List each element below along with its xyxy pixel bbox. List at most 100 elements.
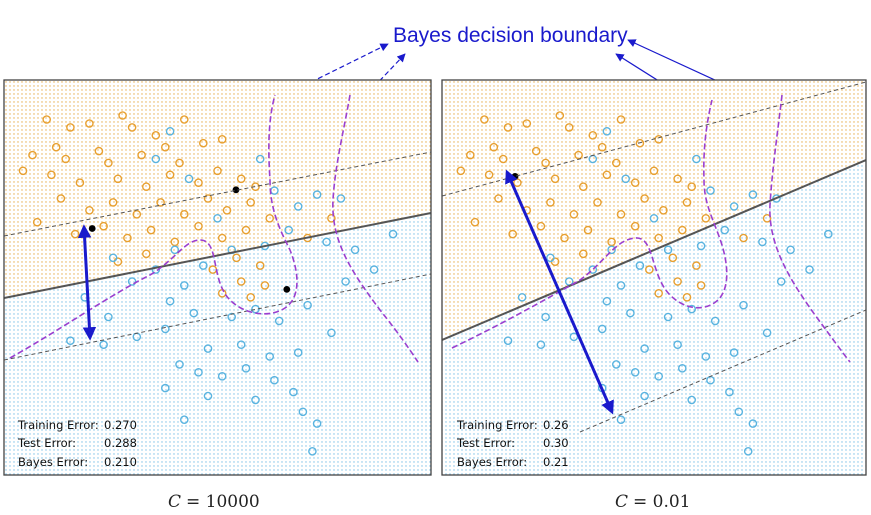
blue-point	[616, 281, 626, 290]
margin-width-arrow	[505, 169, 614, 415]
blue-point	[654, 371, 664, 381]
orange-point	[480, 115, 489, 124]
blue-point	[203, 391, 213, 401]
orange-point	[217, 134, 227, 144]
orange-point	[132, 209, 142, 219]
orange-region	[4, 80, 431, 298]
blue-point	[203, 344, 213, 353]
orange-point	[696, 281, 706, 290]
blue-point	[165, 296, 175, 306]
blue-point	[720, 225, 730, 235]
blue-point	[179, 281, 189, 290]
blue-point	[293, 348, 303, 357]
blue-point	[227, 312, 236, 322]
chart-title: Bayes decision boundary	[393, 24, 628, 47]
orange-point	[687, 182, 697, 191]
blue-point	[255, 154, 265, 164]
orange-point	[203, 194, 213, 203]
caption-c-var: C	[168, 492, 181, 512]
blue-point	[649, 213, 659, 223]
panel-c-10000: Training Error: 0.270 Test Error: 0.288 …	[3, 79, 432, 512]
orange-point	[179, 209, 189, 219]
blue-point	[621, 174, 631, 184]
orange-point	[236, 277, 246, 286]
blue-point	[687, 304, 697, 314]
orange-point	[47, 170, 56, 180]
orange-point	[612, 158, 621, 168]
orange-point	[327, 213, 336, 223]
orange-point	[236, 174, 246, 184]
orange-point	[645, 265, 654, 274]
orange-point	[498, 154, 508, 164]
orange-point	[108, 198, 118, 207]
caption-c-var: C	[615, 492, 628, 512]
blue-point	[274, 316, 284, 326]
orange-point	[198, 138, 208, 148]
blue-point	[692, 154, 701, 164]
points-layer	[18, 111, 398, 456]
orange-point	[654, 134, 664, 144]
margin-lower	[4, 273, 431, 361]
orange-point	[141, 182, 151, 191]
orange-point	[160, 142, 170, 152]
blue-point	[327, 328, 336, 338]
training-error-label: Training Error:	[456, 418, 538, 432]
blue-point	[743, 446, 753, 456]
blue-region	[4, 213, 431, 475]
orange-point	[61, 154, 70, 164]
orange-point	[179, 115, 189, 124]
blue-point	[293, 202, 303, 211]
orange-point	[654, 233, 664, 243]
orange-point	[42, 115, 52, 124]
orange-point	[682, 198, 692, 207]
orange-point	[156, 198, 165, 207]
bayes-error-value: 0.21	[543, 455, 569, 469]
orange-point	[616, 115, 626, 124]
bayes-error-label: Bayes Error:	[457, 455, 527, 469]
orange-point	[701, 213, 711, 223]
orange-point	[127, 123, 137, 132]
orange-point	[531, 146, 541, 156]
panel-c-0-01: Training Error: 0.26 Test Error: 0.30 Ba…	[441, 79, 867, 512]
margin-width-arrow	[77, 224, 97, 341]
blue-point	[104, 312, 113, 322]
orange-point	[241, 225, 251, 235]
blue-point	[776, 277, 786, 286]
orange-point	[32, 217, 42, 227]
blue-point	[312, 190, 322, 199]
blue-point	[748, 419, 758, 428]
orange-point	[673, 174, 682, 184]
blue-point	[194, 367, 203, 377]
title-arrow-left-1	[274, 43, 389, 101]
orange-point	[630, 221, 640, 231]
orange-point	[194, 178, 203, 187]
blue-point	[701, 352, 711, 361]
blue-point	[748, 190, 758, 199]
blue-point	[322, 237, 331, 247]
blue-point	[626, 308, 635, 318]
blue-point	[762, 328, 772, 338]
orange-point	[118, 111, 127, 120]
orange-point	[51, 142, 61, 152]
orange-point	[597, 142, 607, 152]
blue-point	[160, 383, 170, 393]
error-box: Training Error: 0.26 Test Error: 0.30 Ba…	[456, 418, 569, 469]
orange-point	[56, 194, 66, 203]
orange-point	[28, 150, 37, 160]
blue-point	[824, 229, 833, 239]
support-vector-point	[511, 173, 519, 180]
orange-point	[99, 221, 108, 231]
blue-point	[189, 308, 199, 318]
blue-point	[369, 265, 379, 274]
orange-point	[682, 292, 692, 302]
orange-point	[503, 123, 513, 132]
orange-point	[246, 292, 255, 302]
orange-point	[484, 170, 494, 180]
blue-point	[696, 241, 706, 251]
blue-point	[284, 225, 294, 235]
blue-point	[729, 348, 739, 357]
blue-point	[687, 395, 697, 405]
blue-point	[350, 245, 360, 255]
blue-point	[312, 419, 322, 428]
